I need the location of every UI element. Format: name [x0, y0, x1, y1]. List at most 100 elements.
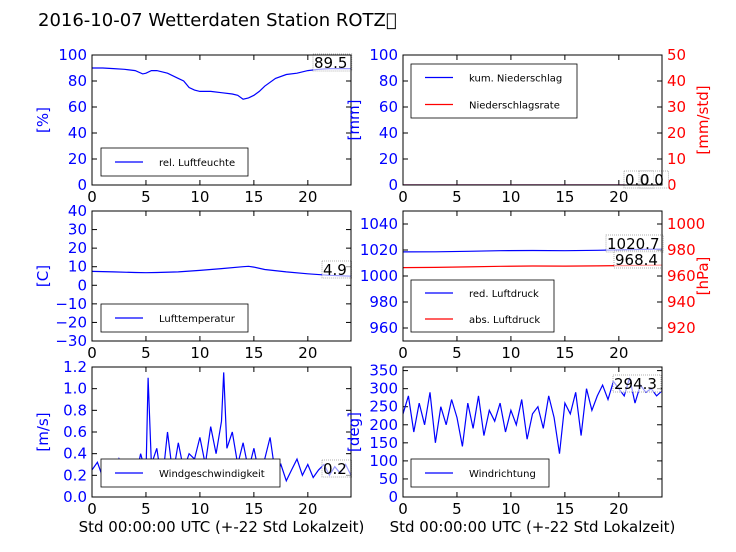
series-line-1	[92, 67, 351, 100]
y-axis-label: [C]	[34, 265, 52, 287]
x-tick-label: 10	[501, 344, 520, 362]
annotation-box	[321, 459, 353, 478]
plot-frame	[402, 54, 663, 186]
figure-title: 2016-10-07 Wetterdaten Station ROTZ 	[38, 10, 397, 31]
y2-axis-label: [mm/std]	[694, 85, 712, 154]
annotation-box	[638, 170, 670, 189]
annotation-value: 968.4	[615, 251, 658, 269]
x-tick-label: 0	[398, 344, 408, 362]
x-tick-label: 0	[87, 188, 97, 206]
annotation-value: 89.5	[314, 54, 347, 72]
x-tick-label: 5	[452, 344, 462, 362]
legend-label: Windgeschwindigkeit	[159, 469, 265, 480]
x-axis-label: Std 00:00:00 UTC (+-22 Std Lokalzeit)	[79, 518, 365, 536]
x-tick-label: 5	[452, 500, 462, 518]
x-tick-label: 20	[298, 344, 317, 362]
y2-tick-label: 940	[667, 293, 696, 311]
y2-tick-label: 20	[667, 124, 686, 142]
x-tick-label: 5	[141, 188, 151, 206]
legend-label: red. Luftdruck	[469, 289, 539, 300]
chart-2: 0 5 10 15 20 0 20 40 60 80 100 0 10 20 30 40 50 [mm] [mm/s…	[345, 46, 712, 206]
y-tick-label: 0.2	[63, 466, 87, 484]
annotation-box	[312, 53, 353, 72]
y-axis-label: [mm]	[345, 100, 363, 141]
x-tick-label: 10	[190, 500, 209, 518]
y-tick-label: 150	[369, 434, 398, 452]
annotation-value: 1020.7	[607, 235, 660, 253]
y-axis-label: [%]	[34, 107, 52, 133]
y-tick-label: 40	[68, 202, 87, 220]
y-tick-label: 980	[369, 293, 398, 311]
x-tick-label: 20	[609, 344, 628, 362]
annotation-value: 294.3	[614, 375, 657, 393]
y-tick-label: 40	[379, 124, 398, 142]
legend-label: rel. Luftfeuchte	[159, 158, 235, 169]
y-tick-label: 100	[369, 452, 398, 470]
y-tick-label: 60	[68, 98, 87, 116]
y-tick-label: 10	[68, 258, 87, 276]
annotation-value: 4.9	[323, 261, 347, 279]
y-tick-label: 0	[388, 488, 398, 506]
y-tick-label: 100	[58, 46, 87, 64]
y-tick-label: 0	[77, 276, 87, 294]
y-tick-label: 300	[369, 380, 398, 398]
legend-label: Niederschlagsrate	[469, 101, 560, 112]
legend-label: Windrichtung	[469, 469, 536, 480]
y-tick-label: 1.2	[63, 358, 87, 376]
y-tick-label: 20	[379, 150, 398, 168]
y-axis-label: [m/s]	[34, 412, 52, 451]
x-tick-label: 10	[501, 188, 520, 206]
y-tick-label: 0.6	[63, 423, 87, 441]
y-tick-label: 960	[369, 319, 398, 337]
x-tick-label: 15	[555, 188, 574, 206]
y-tick-label: 1000	[360, 267, 398, 285]
legend-box	[410, 279, 555, 333]
x-tick-label: 20	[298, 188, 317, 206]
x-tick-label: 5	[141, 500, 151, 518]
y-tick-label: 200	[369, 416, 398, 434]
y-tick-label: 80	[68, 72, 87, 90]
y-tick-label: −30	[55, 332, 87, 350]
y-tick-label: 0.0	[63, 488, 87, 506]
plot-frame	[91, 210, 352, 342]
y2-tick-label: 920	[667, 319, 696, 337]
y-axis-label: [deg]	[345, 412, 363, 452]
y-tick-label: 350	[369, 362, 398, 380]
series-line-1	[92, 265, 351, 277]
chart-1: 0 5 10 15 20 0 20 40 60 80 100 [%] 89.5 rel. Luftfeuc…	[34, 46, 353, 206]
annotation-value: 0.2	[323, 460, 347, 478]
y-tick-label: 1020	[360, 241, 398, 259]
y2-tick-label: 30	[667, 98, 686, 116]
y-tick-label: −10	[55, 295, 87, 313]
y-tick-label: 0	[77, 176, 87, 194]
y-tick-label: −20	[55, 313, 87, 331]
x-tick-label: 15	[555, 344, 574, 362]
y2-tick-label: 1000	[667, 215, 705, 233]
y2-tick-label: 960	[667, 267, 696, 285]
x-tick-label: 10	[501, 500, 520, 518]
y-tick-label: 100	[369, 46, 398, 64]
x-tick-label: 15	[555, 500, 574, 518]
chart-5: 0 5 10 15 20 0.0 0.2 0.4 0.6 0.8 1.0 1.2 [m/s] Std 00…	[34, 358, 364, 536]
chart-4: 0 5 10 15 20 960 980 1000 1020 1040 920 940 960 980 10…	[360, 210, 712, 362]
y2-tick-label: 10	[667, 150, 686, 168]
annotation-box	[321, 260, 353, 279]
x-tick-label: 20	[298, 500, 317, 518]
y-tick-label: 1.0	[63, 380, 87, 398]
y-tick-label: 20	[68, 239, 87, 257]
y-tick-label: 40	[68, 124, 87, 142]
legend-box	[410, 63, 578, 119]
legend-label: kum. Niederschlag	[469, 74, 562, 85]
plot-frame	[91, 54, 352, 186]
y2-tick-label: 0	[667, 176, 677, 194]
x-tick-label: 10	[190, 344, 209, 362]
y2-tick-label: 40	[667, 72, 686, 90]
x-axis-label: Std 00:00:00 UTC (+-22 Std Lokalzeit)	[390, 518, 676, 536]
plot-frame	[402, 366, 663, 498]
annotation-value: 0.0	[640, 171, 664, 189]
y-tick-label: 250	[369, 398, 398, 416]
y-tick-label: 0.4	[63, 445, 87, 463]
x-tick-label: 15	[244, 344, 263, 362]
